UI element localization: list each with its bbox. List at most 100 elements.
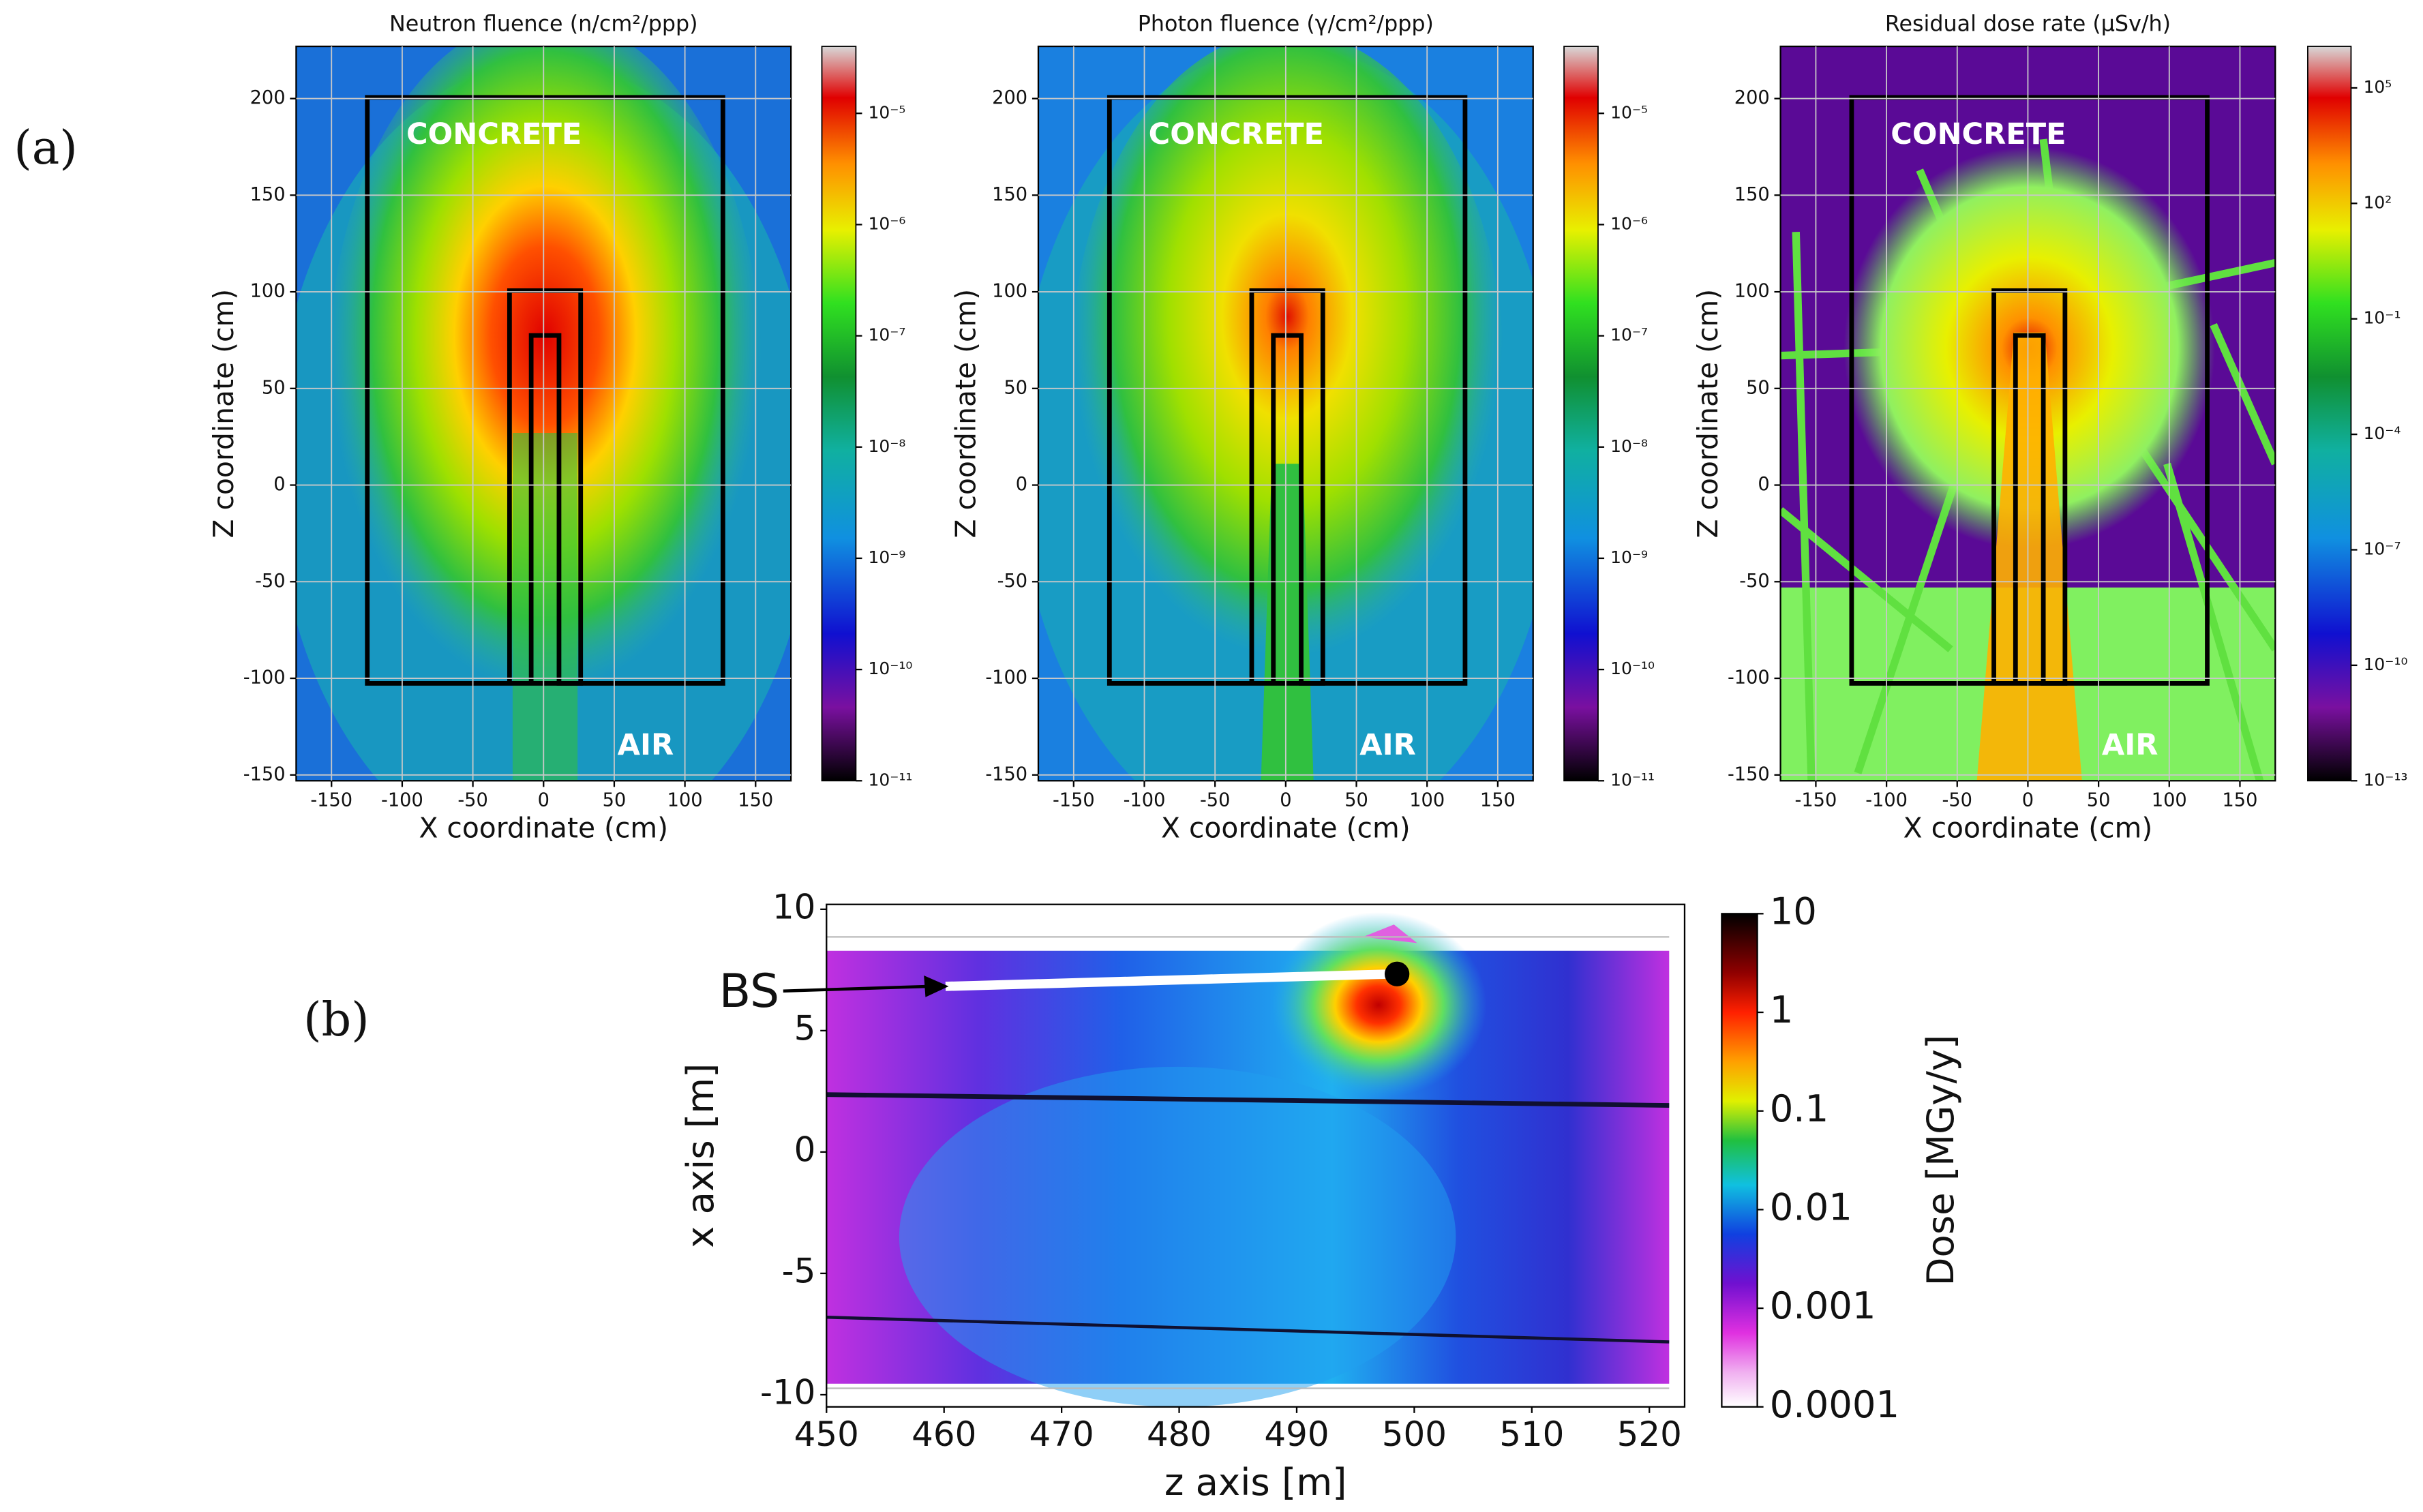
y-axis-label: Z coordinate (cm) [207,289,240,539]
colorbar-tick-label: 10⁻⁹ [869,547,906,567]
y-tick-label: 150 [1734,184,1770,205]
y-tick-label: -100 [1728,667,1770,689]
x-axis-label: z axis [m] [1164,1460,1347,1504]
geometry-a1 [365,95,725,686]
colorbar [2307,46,2352,782]
x-tick-label: 100 [667,790,703,811]
x-axis-label: X coordinate (cm) [1903,811,2153,844]
colorbar-tick-label: 1 [1770,988,1794,1031]
colorbar-tick-label: 0.001 [1770,1284,1876,1327]
x-tick-label: 480 [1147,1415,1212,1454]
y-tick-label: 50 [1004,377,1027,398]
y-tick-label: -100 [985,667,1027,689]
colorbar [821,46,857,782]
annotation: BS [719,965,780,1018]
y-tick-label: 200 [1734,87,1770,108]
y-tick-label: 50 [1746,377,1770,398]
x-tick-label: -100 [381,790,423,811]
colorbar-tick-label: 10⁻¹¹ [1610,770,1655,789]
y-tick-label: 0 [1758,474,1769,495]
y-axis-label: Z coordinate (cm) [950,289,982,539]
x-tick-label: 0 [538,790,550,811]
arrow-head [924,976,949,997]
x-tick-label: -150 [1053,790,1095,811]
arrow [783,984,931,993]
y-tick-label: 0 [273,474,285,495]
colorbar-tick-label: 0.0001 [1770,1382,1899,1426]
y-tick-label: 50 [262,377,286,398]
field [826,904,1685,1407]
x-tick-label: 150 [1480,790,1516,811]
colorbar-tick-label: 10 [1770,889,1817,933]
x-tick-label: 470 [1029,1415,1094,1454]
x-tick-label: 460 [912,1415,976,1454]
colorbar-tick-label: 10⁻¹⁰ [869,659,913,678]
field [1038,46,1533,781]
y-tick-label: -100 [243,667,286,689]
y-tick-label: 100 [992,281,1027,302]
x-tick-label: -50 [1942,790,1972,811]
y-tick-label: -50 [255,571,285,592]
colorbar-tick-label: 10⁻⁹ [1610,547,1648,567]
y-tick-label: -150 [985,763,1027,785]
colorbar-tick-label: 10² [2364,192,2392,212]
x-tick-label: 500 [1382,1415,1447,1454]
colorbar-tick-label: 10⁻⁵ [1610,102,1648,122]
y-tick-label: -150 [243,763,286,785]
colorbar-tick-label: 10⁻¹¹ [869,770,913,789]
x-tick-label: 490 [1264,1415,1329,1454]
colorbar-tick-label: 10⁵ [2364,77,2392,97]
colorbar-tick-label: 10⁻¹⁰ [1610,659,1655,678]
colorbar-tick-label: 10⁻⁶ [869,213,906,233]
colorbar-tick-label: 10⁻⁷ [1610,325,1648,345]
annotation: CONCRETE [406,117,582,151]
y-tick-label: 100 [250,281,286,302]
colorbar-tick-label: 10⁻⁵ [869,102,906,122]
chart-title: Residual dose rate (μSv/h) [1885,12,2171,36]
colorbar [1721,913,1758,1408]
x-axis-label: X coordinate (cm) [1161,811,1411,844]
y-axis-label: x axis [m] [678,1063,722,1248]
y-axis-label: Z coordinate (cm) [1691,289,1724,539]
y-tick-label: 200 [250,87,286,108]
x-tick-label: -100 [1124,790,1166,811]
annotation: AIR [618,728,674,762]
x-tick-label: 0 [1280,790,1291,811]
annotation: CONCRETE [1149,117,1324,151]
x-tick-label: 510 [1499,1415,1564,1454]
colorbar-tick-label: 10⁻⁶ [1610,213,1648,233]
colorbar-tick-label: 10⁻¹⁰ [2364,654,2408,674]
colorbar-tick-label: 10⁻⁷ [869,325,906,345]
y-tick-label: 150 [250,184,286,205]
colorbar-tick-label: 10⁻⁸ [869,436,906,456]
x-tick-label: -150 [310,790,352,811]
y-tick-label: 100 [1734,281,1770,302]
chart-title: Neutron fluence (n/cm²/ppp) [389,12,698,36]
colorbar-tick-label: 0.01 [1770,1185,1852,1229]
colorbar-tick-label: 0.1 [1770,1087,1829,1130]
y-tick-label: 5 [794,1008,816,1048]
geometry-a2 [1107,95,1468,686]
x-tick-label: 100 [1409,790,1445,811]
colorbar-label: Dose [MGy/y] [1918,1035,1962,1286]
annotation: CONCRETE [1891,117,2066,151]
colorbar-tick-label: 10⁻¹ [2364,308,2401,328]
x-tick-label: 0 [2022,790,2034,811]
x-tick-label: 450 [794,1415,859,1454]
y-tick-label: 150 [992,184,1027,205]
chart-title: Photon fluence (γ/cm²/ppp) [1138,12,1434,36]
panel-label: (b) [303,993,370,1047]
x-tick-label: 150 [738,790,773,811]
y-tick-label: 200 [992,87,1027,108]
panel-label: (a) [14,121,78,175]
y-tick-label: 0 [794,1130,816,1169]
plot-frame [826,903,1686,1408]
y-tick-label: -50 [997,571,1027,592]
colorbar-tick-label: 10⁻⁸ [1610,436,1648,456]
geometry [365,95,2210,686]
x-tick-label: -50 [457,790,487,811]
y-tick-label: -10 [760,1372,815,1412]
y-tick-label: 10 [772,887,815,926]
y-tick-label: -150 [1728,763,1770,785]
